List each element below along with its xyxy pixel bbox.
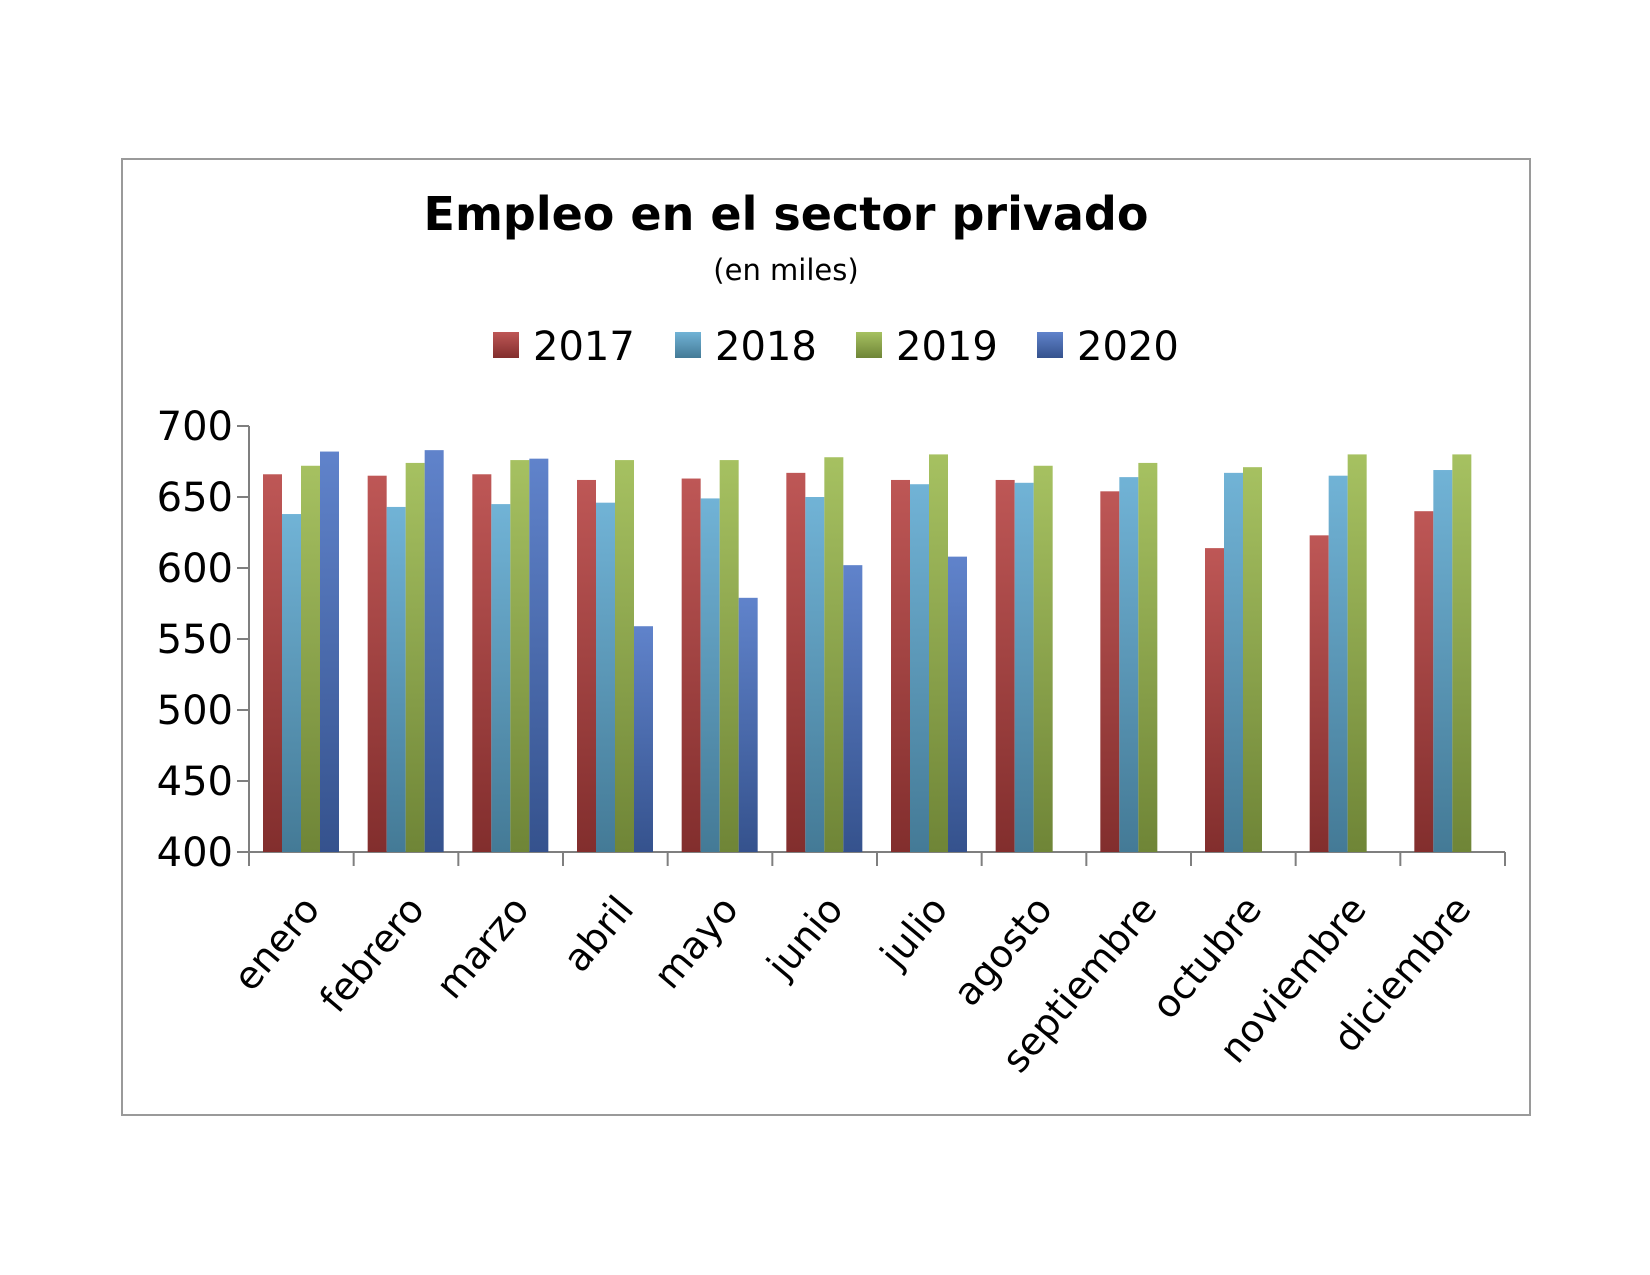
bar-2017-septiembre bbox=[1100, 491, 1120, 852]
chart-title: Empleo en el sector privado bbox=[424, 187, 1149, 241]
legend-item-2020: 2020 bbox=[1037, 324, 1179, 370]
bar-2018-enero bbox=[282, 514, 301, 852]
bar-2017-marzo bbox=[472, 474, 492, 852]
y-tick-label: 500 bbox=[157, 688, 233, 734]
y-tick-label: 400 bbox=[157, 830, 233, 876]
bar-2018-mayo bbox=[700, 498, 720, 852]
bar-2020-febrero bbox=[424, 450, 444, 852]
legend-label: 2020 bbox=[1077, 324, 1179, 370]
bar-2020-marzo bbox=[529, 458, 549, 852]
legend-swatch bbox=[493, 332, 519, 358]
bar-2019-septiembre bbox=[1138, 462, 1158, 852]
bar-2019-marzo bbox=[510, 460, 530, 852]
bar-2019-mayo bbox=[719, 460, 739, 852]
bar-2017-julio bbox=[891, 479, 910, 852]
bar-2017-junio bbox=[786, 472, 806, 852]
y-tick-label: 650 bbox=[157, 475, 233, 521]
legend-label: 2019 bbox=[896, 324, 998, 370]
bar-2019-octubre bbox=[1243, 467, 1262, 852]
bar-2018-junio bbox=[805, 497, 825, 852]
bars bbox=[263, 450, 1472, 852]
bar-2020-mayo bbox=[738, 597, 758, 852]
bar-2019-junio bbox=[824, 457, 844, 852]
bar-2018-noviembre bbox=[1328, 475, 1348, 852]
bar-2017-abril bbox=[577, 479, 596, 852]
y-tick-label: 700 bbox=[157, 404, 233, 450]
bar-2019-noviembre bbox=[1347, 454, 1367, 852]
bar-2018-septiembre bbox=[1119, 477, 1139, 852]
bar-2019-enero bbox=[301, 465, 320, 852]
x-tick-label: marzo bbox=[427, 888, 537, 1008]
chart-frame: Empleo en el sector privado (en miles) 2… bbox=[121, 158, 1531, 1116]
legend-swatch bbox=[856, 332, 882, 358]
x-tick-label: mayo bbox=[645, 888, 747, 998]
x-tick-label: febrero bbox=[311, 888, 433, 1021]
x-tick-label: enero bbox=[225, 888, 329, 1000]
bar-2019-diciembre bbox=[1452, 454, 1472, 852]
legend: 2017 2018 2019 2020 bbox=[493, 324, 1179, 370]
chart-svg: Empleo en el sector privado (en miles) 2… bbox=[157, 187, 1506, 1081]
bar-2018-febrero bbox=[386, 506, 406, 852]
legend-item-2017: 2017 bbox=[493, 324, 635, 370]
x-tick-label: julio bbox=[871, 888, 956, 978]
bar-2018-julio bbox=[910, 484, 929, 852]
bar-2018-abril bbox=[596, 502, 615, 852]
y-tick-label: 600 bbox=[157, 546, 233, 592]
bar-2019-febrero bbox=[405, 462, 425, 852]
bar-2019-julio bbox=[929, 454, 948, 852]
bar-2018-marzo bbox=[491, 504, 511, 852]
y-tick-label: 550 bbox=[157, 617, 233, 663]
bar-2017-octubre bbox=[1205, 548, 1224, 852]
bar-2017-agosto bbox=[995, 479, 1015, 852]
bar-2017-mayo bbox=[681, 478, 701, 852]
legend-swatch bbox=[675, 332, 701, 358]
legend-item-2019: 2019 bbox=[856, 324, 998, 370]
legend-label: 2018 bbox=[715, 324, 817, 370]
bar-2018-agosto bbox=[1014, 482, 1034, 852]
bar-2018-octubre bbox=[1224, 472, 1243, 852]
bar-2020-enero bbox=[320, 451, 339, 852]
x-tick-label: abril bbox=[554, 888, 642, 981]
legend-swatch bbox=[1037, 332, 1063, 358]
bar-2019-agosto bbox=[1033, 465, 1053, 852]
bar-2020-junio bbox=[843, 565, 863, 852]
chart-subtitle: (en miles) bbox=[713, 253, 858, 287]
x-tick-label: junio bbox=[758, 888, 852, 988]
y-axis: 400 450 500 550 600 650 700 bbox=[157, 404, 250, 876]
bar-2020-abril bbox=[634, 626, 653, 852]
legend-label: 2017 bbox=[533, 324, 635, 370]
bar-2017-febrero bbox=[367, 475, 387, 852]
bar-2017-enero bbox=[263, 474, 282, 852]
y-tick-label: 450 bbox=[157, 759, 233, 805]
bar-2017-noviembre bbox=[1309, 535, 1329, 852]
legend-item-2018: 2018 bbox=[675, 324, 817, 370]
bar-2017-diciembre bbox=[1414, 511, 1434, 852]
bar-2020-julio bbox=[948, 556, 967, 852]
bar-2018-diciembre bbox=[1433, 470, 1453, 852]
bar-2019-abril bbox=[615, 460, 634, 852]
